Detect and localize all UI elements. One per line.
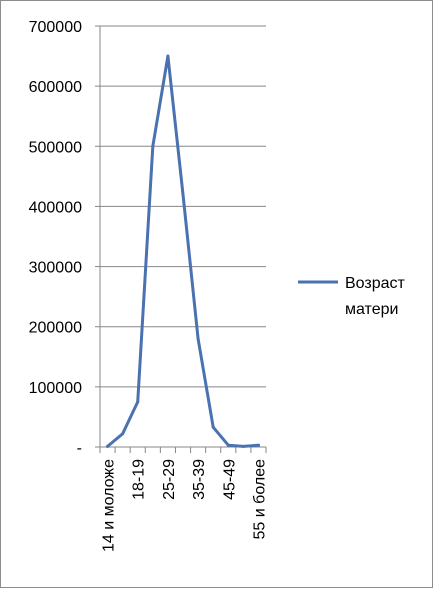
legend: Возраст матери — [298, 275, 406, 318]
y-tick-label-6: 600000 — [29, 79, 82, 96]
y-tick-layer: - 100000 200000 300000 400000 500000 600000 700… — [29, 19, 82, 457]
y-tick-label-0: - — [77, 440, 82, 457]
y-tick-label-2: 200000 — [29, 320, 82, 337]
data-point-5 — [181, 192, 185, 196]
x-tick-label-2: 18-19 — [131, 459, 148, 500]
data-point-1 — [121, 432, 125, 436]
legend-label-0-0: Возраст — [345, 275, 406, 292]
data-point-2 — [136, 400, 140, 404]
series-line-0 — [106, 54, 260, 448]
y-tick-label-7: 700000 — [29, 19, 82, 36]
x-tick-label-10: 55 и более — [251, 459, 268, 540]
data-point-7 — [211, 425, 215, 429]
y-tick-label-4: 400000 — [29, 199, 82, 216]
axis-layer — [95, 25, 267, 453]
data-point-4 — [166, 54, 170, 58]
data-point-10 — [256, 443, 260, 447]
y-tick-label-1: 100000 — [29, 380, 82, 397]
y-tick-label-5: 500000 — [29, 139, 82, 156]
legend-label-0-1: матери — [345, 301, 398, 318]
data-point-0 — [106, 444, 110, 448]
data-point-8 — [226, 443, 230, 447]
series-layer — [106, 54, 260, 448]
x-tick-label-0: 14 и моложе — [101, 459, 118, 552]
data-point-9 — [241, 444, 245, 448]
x-tick-label-8: 45-49 — [221, 459, 238, 500]
x-tick-label-4: 25-29 — [161, 459, 178, 500]
x-tick-label-6: 35-39 — [191, 459, 208, 500]
data-point-3 — [151, 144, 155, 148]
y-tick-label-3: 300000 — [29, 260, 82, 277]
data-point-6 — [196, 337, 200, 341]
grid-layer — [100, 25, 266, 388]
x-tick-layer: 14 и моложе 18-19 25-29 35-39 45-49 55 и боле… — [101, 459, 269, 552]
